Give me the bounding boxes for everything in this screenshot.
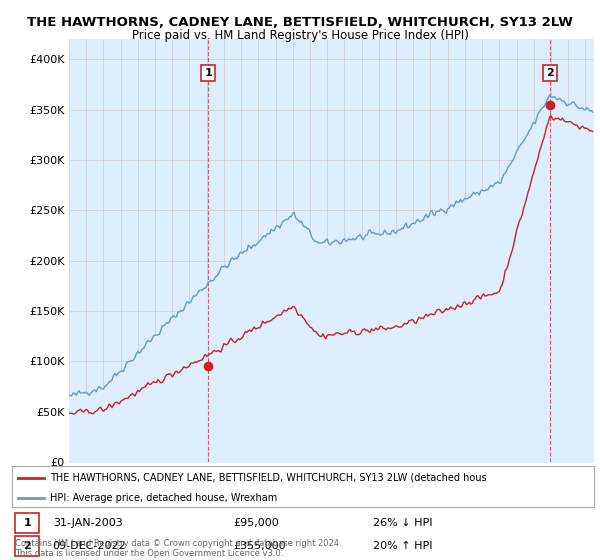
FancyBboxPatch shape: [15, 536, 40, 556]
Text: 26% ↓ HPI: 26% ↓ HPI: [373, 518, 433, 528]
Text: 2: 2: [23, 541, 31, 551]
Text: £355,000: £355,000: [233, 541, 286, 551]
Text: THE HAWTHORNS, CADNEY LANE, BETTISFIELD, WHITCHURCH, SY13 2LW: THE HAWTHORNS, CADNEY LANE, BETTISFIELD,…: [27, 16, 573, 29]
Text: Contains HM Land Registry data © Crown copyright and database right 2024.
This d: Contains HM Land Registry data © Crown c…: [15, 539, 341, 558]
Text: £95,000: £95,000: [233, 518, 279, 528]
Text: 31-JAN-2003: 31-JAN-2003: [53, 518, 122, 528]
Text: Price paid vs. HM Land Registry's House Price Index (HPI): Price paid vs. HM Land Registry's House …: [131, 29, 469, 42]
Text: 1: 1: [23, 518, 31, 528]
Text: 1: 1: [204, 68, 212, 78]
Text: 09-DEC-2022: 09-DEC-2022: [53, 541, 127, 551]
FancyBboxPatch shape: [15, 513, 40, 533]
Text: 20% ↑ HPI: 20% ↑ HPI: [373, 541, 433, 551]
Text: HPI: Average price, detached house, Wrexham: HPI: Average price, detached house, Wrex…: [50, 493, 277, 503]
Text: THE HAWTHORNS, CADNEY LANE, BETTISFIELD, WHITCHURCH, SY13 2LW (detached hous: THE HAWTHORNS, CADNEY LANE, BETTISFIELD,…: [50, 473, 487, 483]
Text: 2: 2: [546, 68, 554, 78]
